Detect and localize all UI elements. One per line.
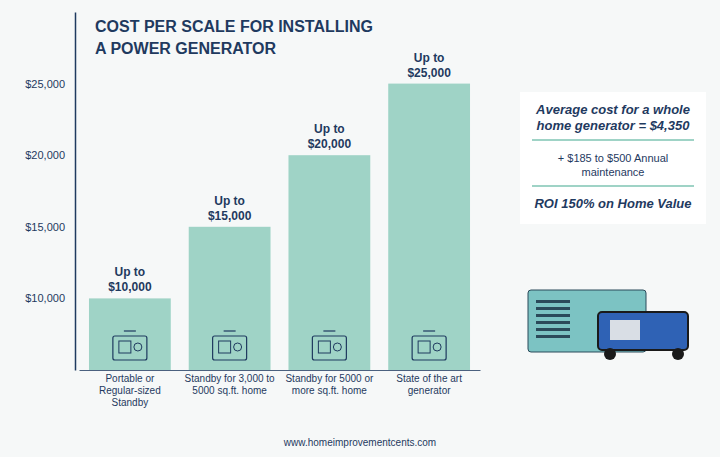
tick-label: Portable orRegular-sizedStandby <box>99 373 161 408</box>
tick: $10,000 <box>25 292 75 304</box>
icon-shape <box>224 330 236 331</box>
icon-shape <box>312 336 346 360</box>
text-line: generator <box>408 385 451 396</box>
text-line: $25,000 <box>407 66 451 80</box>
annotation-panel <box>520 92 706 224</box>
annotation-box: Average cost for a wholehome generator =… <box>520 92 706 224</box>
data-label: Up to$20,000 <box>308 122 352 151</box>
x-axis-line <box>80 370 481 371</box>
tick: Standby for 5000 ormore sq.ft. home <box>285 373 374 396</box>
text-line: home generator = $4,350 <box>537 118 691 133</box>
illustration-shape <box>536 300 570 303</box>
generator-illustration <box>528 290 688 360</box>
tick: $15,000 <box>25 221 75 233</box>
annotation: + $185 to $500 Annual maintenance <box>558 152 668 178</box>
icon-shape <box>433 343 441 351</box>
text-line: Up to <box>414 51 445 65</box>
icon-shape <box>412 336 446 360</box>
illustration-shape <box>536 307 570 310</box>
y-axis: $10,000 $15,000 $20,000 $25,000 <box>25 13 75 371</box>
text-line: Up to <box>214 194 245 208</box>
illustration-shape <box>598 312 688 350</box>
icon-shape <box>333 343 341 351</box>
tick-label: $15,000 <box>25 221 65 233</box>
illustration-shape <box>536 328 570 331</box>
illustration-shape <box>536 314 570 317</box>
icon-shape <box>213 336 247 360</box>
text-line: + $185 to $500 Annual <box>558 152 668 164</box>
tick-label: $10,000 <box>25 292 65 304</box>
icon-shape <box>119 341 131 353</box>
bar <box>89 298 171 370</box>
text-line: 5000 sq.ft. home <box>192 385 267 396</box>
title: COST PER SCALE FOR INSTALLING A POWER GEN… <box>95 18 373 57</box>
bar-icon <box>113 331 147 360</box>
background <box>0 0 720 457</box>
illustration-shape <box>610 320 640 340</box>
text-line: Up to <box>115 265 146 279</box>
tick: Standby for 3,000 to5000 sq.ft. home <box>185 373 276 396</box>
tick-label: Standby for 3,000 to5000 sq.ft. home <box>185 373 276 396</box>
text-line: Regular-sized <box>99 385 161 396</box>
text-line: A POWER GENERATOR <box>95 40 276 57</box>
icon-shape <box>219 341 231 353</box>
icon-shape <box>318 341 330 353</box>
text-line: maintenance <box>582 166 645 178</box>
text-line: Standby <box>112 397 149 408</box>
separator <box>532 139 694 141</box>
separator <box>532 185 694 187</box>
text-line: ROI 150% on Home Value <box>534 196 691 211</box>
text-line: $20,000 <box>308 137 352 151</box>
text-line: more sq.ft. home <box>292 385 367 396</box>
text-line: $15,000 <box>208 209 252 223</box>
text-line: Average cost for a whole <box>535 102 690 117</box>
bar <box>288 155 370 370</box>
bars <box>89 84 470 370</box>
text-line: $10,000 <box>108 280 152 294</box>
icon-shape <box>113 336 147 360</box>
illustration-shape <box>536 321 570 324</box>
tick: State of the artgenerator <box>396 373 462 396</box>
icon-shape <box>323 330 335 331</box>
data-label: Up to$25,000 <box>407 51 451 80</box>
data-label: Up to$15,000 <box>208 194 252 223</box>
illustration-shape <box>536 335 570 338</box>
icon-shape <box>423 330 435 331</box>
icon-shape <box>234 343 242 351</box>
text-line: State of the art <box>396 373 462 384</box>
bar <box>189 227 271 370</box>
text-line: Standby for 3,000 to <box>185 373 276 384</box>
tick-label: State of the artgenerator <box>396 373 462 396</box>
chart: COST PER SCALE FOR INSTALLING A POWER GEN… <box>0 0 720 457</box>
tick: Portable orRegular-sizedStandby <box>99 373 161 408</box>
tick-label: $20,000 <box>25 149 65 161</box>
icon-shape <box>134 343 142 351</box>
data-labels: Up to$10,000Up to$15,000Up to$20,000Up t… <box>108 51 451 295</box>
tick-label: $25,000 <box>25 78 65 90</box>
tick: $20,000 <box>25 149 75 161</box>
bar <box>388 84 470 370</box>
icon-shape <box>124 330 136 331</box>
source: www.homeimprovementcents.com <box>283 437 436 448</box>
data-label: Up to$10,000 <box>108 265 152 294</box>
bar-icon <box>312 331 346 360</box>
text-line: Up to <box>314 122 345 136</box>
x-axis: Portable orRegular-sizedStandby Standby f… <box>80 371 481 409</box>
bar-icons <box>113 331 446 360</box>
illustration-shape <box>672 348 684 360</box>
y-axis-line <box>75 13 77 371</box>
text-line: Portable or <box>105 373 155 384</box>
icon-shape <box>418 341 430 353</box>
text-line: COST PER SCALE FOR INSTALLING <box>95 18 373 35</box>
tick: $25,000 <box>25 78 75 90</box>
bar-icon <box>213 331 247 360</box>
illustration-shape <box>604 348 616 360</box>
text-line: Standby for 5000 or <box>285 373 374 384</box>
annotation: Average cost for a wholehome generator =… <box>535 102 690 133</box>
annotation: ROI 150% on Home Value <box>534 196 691 211</box>
bar-icon <box>412 331 446 360</box>
tick-label: Standby for 5000 ormore sq.ft. home <box>285 373 374 396</box>
